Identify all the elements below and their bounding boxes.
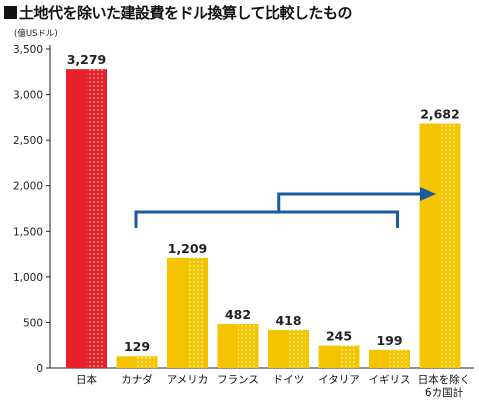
value-label: 2,682 [420, 107, 460, 122]
y-tick-label: 3,500 [13, 44, 43, 56]
title-square-icon [4, 6, 17, 19]
arrow-line [277, 192, 426, 212]
bar-texture [86, 69, 104, 368]
bar-texture [288, 329, 306, 368]
category-label: ドイツ [273, 374, 305, 386]
y-ticks: 0 500 1,000 1,500 2,000 2,500 3,000 3,500 [13, 44, 50, 375]
bar-texture [137, 356, 155, 368]
bars [66, 69, 461, 368]
y-tick-label: 1,500 [13, 226, 43, 238]
category-label: アメリカ [167, 374, 208, 386]
arrow-head-icon [420, 187, 436, 201]
category-label: 日本を除く [418, 373, 471, 386]
value-label: 245 [326, 329, 352, 344]
value-labels: 3,279 129 1,209 482 418 245 199 2,682 [67, 52, 460, 354]
value-label: 199 [376, 333, 402, 348]
bar-texture [238, 324, 256, 368]
bar-texture [389, 349, 407, 368]
category-label: フランス [217, 374, 259, 386]
value-label: 129 [124, 339, 150, 354]
value-label: 418 [275, 313, 301, 328]
bar-texture [339, 345, 357, 368]
bar-texture [187, 257, 205, 368]
bar-texture [440, 123, 458, 368]
category-label: イギリス [369, 374, 411, 386]
category-label: イタリア [318, 374, 360, 386]
y-tick-label: 500 [23, 317, 43, 329]
y-tick-label: 2,500 [13, 135, 43, 147]
y-tick-label: 1,000 [13, 272, 43, 284]
bracket-arrow-annotation [134, 187, 436, 228]
chart-title-text: 土地代を除いた建設費をドル換算して比較したもの [19, 4, 353, 22]
value-label: 3,279 [67, 52, 107, 67]
y-axis-label: (億USドル) [14, 28, 58, 39]
y-tick-label: 2,000 [13, 181, 43, 193]
value-label: 482 [225, 307, 251, 322]
y-tick-label: 3,000 [13, 90, 43, 102]
category-label: 日本 [76, 373, 97, 386]
axes [49, 45, 474, 369]
category-label: 6カ国計 [425, 386, 464, 399]
category-label: カナダ [121, 373, 153, 386]
chart-title: 土地代を除いた建設費をドル換算して比較したもの [4, 2, 353, 23]
bracket-line [134, 210, 399, 228]
value-label: 1,209 [168, 241, 208, 256]
y-tick-label: 0 [36, 363, 43, 375]
